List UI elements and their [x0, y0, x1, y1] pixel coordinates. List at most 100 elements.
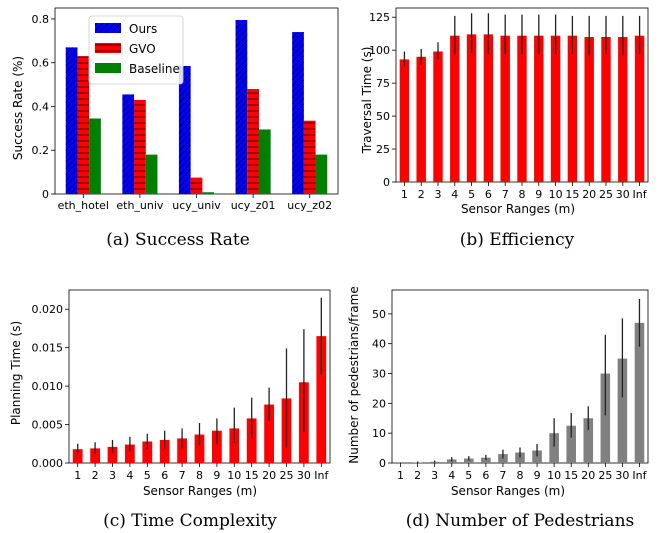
- panel-b-bar: [416, 56, 426, 182]
- panel-b-ytick-label: 0: [383, 176, 390, 189]
- panel-d-ylabel: Number of pedestrians/frame: [347, 286, 361, 463]
- panel-c-xtick-label: 20: [262, 469, 276, 482]
- panel-b-xtick-label: 3: [435, 188, 442, 201]
- panel-d-bar: [634, 322, 645, 463]
- panel-b-ytick-label: 100: [369, 44, 390, 57]
- panel-d-xtick-label: 10: [547, 469, 561, 482]
- panel-c-bar: [212, 430, 222, 463]
- panel-d-bar: [549, 433, 559, 463]
- panel-b-xtick-label: 4: [451, 188, 458, 201]
- panel-b-ytick-label: 50: [376, 110, 390, 123]
- legend-swatch-hatch: [95, 23, 121, 33]
- panel-b-ytick-label: 75: [376, 77, 390, 90]
- panel-a-bar-hatch: [77, 56, 90, 195]
- panel-a-ytick-label: 0.6: [32, 57, 50, 70]
- panel-a-bar-hatch: [303, 120, 316, 194]
- panel-c-caption: (c) Time Complexity: [103, 511, 277, 531]
- legend-swatch: [95, 63, 121, 73]
- panel-d-ytick-label: 0: [379, 457, 386, 470]
- panel-b-xtick-label: 5: [468, 188, 475, 201]
- panel-c-bar: [194, 434, 205, 463]
- panel-b-bar: [634, 35, 645, 182]
- panel-c-xtick-label: 3: [109, 469, 116, 482]
- panel-c-bar: [90, 448, 100, 463]
- panel-b-xtick-label: 25: [599, 188, 613, 201]
- panel-b-xtick-label: 30: [616, 188, 630, 201]
- panel-a-ylabel: Success Rate (%): [11, 56, 25, 160]
- panel-b-bar: [618, 37, 628, 182]
- panel-c-bar: [177, 438, 187, 463]
- panel-d-ytick-label: 20: [372, 397, 386, 410]
- panel-b-bar: [433, 51, 443, 182]
- panel-b-xtick-label: 6: [485, 188, 492, 201]
- panel-b-bar: [550, 35, 561, 182]
- panel-c-bar: [316, 336, 327, 463]
- panel-c-bar: [264, 404, 274, 463]
- panel-b-ylabel: Traversal Time (s): [360, 47, 374, 155]
- panel-c-xtick-label: 4: [126, 469, 133, 482]
- legend-label: Ours: [129, 22, 157, 36]
- panel-a-bar-hatch: [134, 99, 146, 194]
- panel-c-bar: [107, 446, 118, 463]
- legend-swatch-hatch: [95, 43, 121, 53]
- panel-b-bar: [517, 35, 527, 182]
- panel-d-bar: [515, 452, 525, 463]
- panel-d-ytick-label: 50: [372, 308, 386, 321]
- panel-a-bar: [145, 154, 158, 194]
- panel-d-bar: [600, 373, 611, 463]
- panel-a-bar-hatch: [122, 94, 135, 194]
- panel-d-xtick-label: 7: [499, 469, 506, 482]
- panel-a-xtick-label: eth_univ: [116, 199, 164, 212]
- panel-d-bar: [464, 458, 474, 463]
- panel-c-xtick-label: 15: [245, 469, 259, 482]
- panel-c-ylabel: Planning Time (s): [9, 321, 23, 425]
- panel-a-bar-hatch: [235, 20, 248, 194]
- panel-b-xtick-label: 2: [418, 188, 425, 201]
- panel-d-xtick-label: 8: [517, 469, 524, 482]
- panel-c-xtick-label: 5: [144, 469, 151, 482]
- panel-b-bar: [483, 34, 494, 183]
- panel-c-xlabel: Sensor Ranges (m): [143, 484, 257, 498]
- panel-c-xtick-label: 1: [74, 469, 81, 482]
- panel-a-bar-hatch: [190, 177, 203, 194]
- panel-d-xtick-label: 3: [431, 469, 438, 482]
- panel-c-bar: [125, 444, 135, 463]
- legend-label: GVO: [129, 42, 156, 56]
- panel-b-xtick-label: 15: [565, 188, 579, 201]
- panel-c-ytick-label: 0.020: [32, 303, 64, 316]
- panel-c-bar: [246, 418, 257, 463]
- panel-d-xtick-label: 20: [581, 469, 595, 482]
- panel-c-xtick-label: 8: [196, 469, 203, 482]
- panel-b-bar: [399, 59, 410, 183]
- panel-a: 0 0.2 0.4 0.6 0.8 eth_hotel eth_univ ucy_univ uc…: [11, 7, 339, 250]
- panel-a-bar-hatch: [65, 47, 78, 194]
- panel-a-bar: [258, 129, 271, 194]
- panel-b-xtick-label: 1: [401, 188, 408, 201]
- panel-a-bar-hatch: [247, 88, 259, 194]
- panel-d-ytick-label: 10: [372, 427, 386, 440]
- panel-d-bar: [481, 457, 491, 463]
- panel-b-xtick-label: 9: [535, 188, 542, 201]
- panel-d-bar: [498, 454, 508, 463]
- panel-d-xlabel: Sensor Ranges (m): [451, 484, 565, 498]
- panel-c-bar: [142, 441, 153, 463]
- panel-b-bar: [466, 34, 477, 183]
- panel-b-xtick-label: 7: [502, 188, 509, 201]
- panel-b-xtick-label: 10: [549, 188, 563, 201]
- panel-c-xtick-label: 7: [179, 469, 186, 482]
- panel-d-xtick-label: 30: [615, 469, 629, 482]
- panel-d-bar: [566, 425, 576, 463]
- panel-d-xtick-label: 1: [397, 469, 404, 482]
- panel-b-xtick-label: Inf: [633, 188, 648, 201]
- panel-d-bar: [617, 358, 628, 463]
- panel-d-caption: (d) Number of Pedestrians: [406, 511, 635, 531]
- panel-a-bar-hatch: [292, 32, 304, 194]
- panel-d-ytick-label: 40: [372, 338, 386, 351]
- panel-c-xtick-label: 2: [92, 469, 99, 482]
- panel-d-xtick-label: 2: [414, 469, 421, 482]
- panel-c-ytick-label: 0.005: [32, 419, 64, 432]
- legend-label: Baseline: [129, 62, 180, 76]
- panel-b-ytick-label: 125: [369, 11, 390, 24]
- panel-c: 0.000 0.005 0.010 0.015 0.020 1 2 3 4 5 6 7 8 9 10 15 20…: [9, 289, 331, 531]
